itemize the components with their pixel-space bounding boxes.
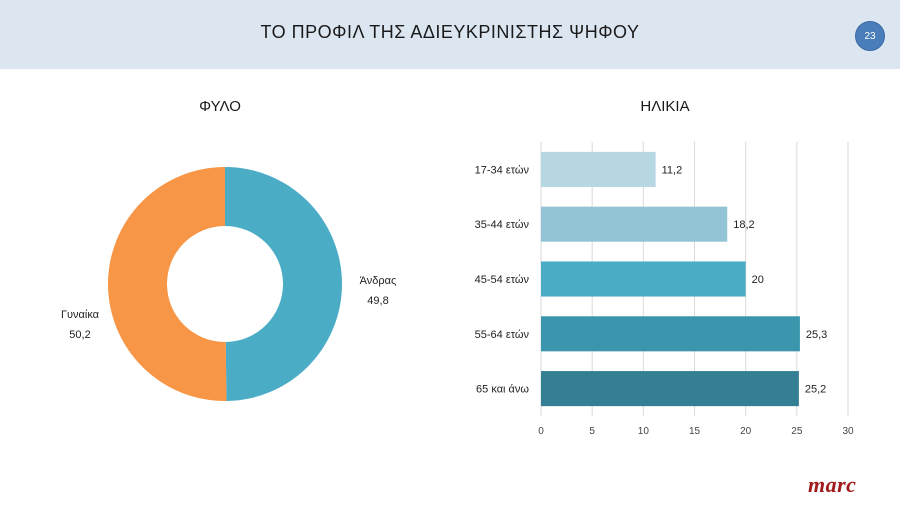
header-bar: ΤΟ ΠΡΟΦΙΛ ΤΗΣ ΑΔΙΕΥΚΡΙΝΙΣΤΗΣ ΨΗΦΟΥ 23 xyxy=(0,0,900,69)
x-tick-label: 20 xyxy=(740,426,752,437)
bar xyxy=(541,316,800,352)
x-tick-label: 5 xyxy=(589,426,595,437)
category-label: 17-34 ετών xyxy=(475,164,530,176)
bar-value-label: 11,2 xyxy=(662,164,683,176)
bar-value-label: 25,2 xyxy=(805,384,826,396)
page-number-badge: 23 xyxy=(855,21,885,51)
x-tick-label: 0 xyxy=(538,426,544,437)
category-label: 45-54 ετών xyxy=(475,274,530,286)
pie-slice-value-label: 49,8 xyxy=(367,295,388,307)
x-tick-label: 30 xyxy=(842,426,854,437)
age-chart-title: ΗΛΙΚΙΑ xyxy=(640,98,690,115)
bar xyxy=(541,151,656,187)
pie-slice-female xyxy=(108,167,227,401)
marc-logo: marc xyxy=(808,472,857,497)
category-label: 35-44 ετών xyxy=(475,219,530,231)
pie-slice-male xyxy=(225,167,343,401)
bar-value-label: 20 xyxy=(752,274,764,286)
bar xyxy=(541,206,728,242)
x-tick-label: 15 xyxy=(689,426,701,437)
bar xyxy=(541,371,799,407)
x-tick-label: 25 xyxy=(791,426,803,437)
pie-slice-value-label: 50,2 xyxy=(69,329,90,341)
gender-chart-title: ΦΥΛΟ xyxy=(199,98,241,115)
bar-value-label: 25,3 xyxy=(806,329,827,341)
page-title: ΤΟ ΠΡΟΦΙΛ ΤΗΣ ΑΔΙΕΥΚΡΙΝΙΣΤΗΣ ΨΗΦΟΥ xyxy=(260,22,640,42)
category-label: 65 και άνω xyxy=(476,384,529,396)
x-tick-label: 10 xyxy=(638,426,650,437)
pie-slice-label: Γυναίκα xyxy=(61,309,100,321)
pie-slice-label: Άνδρας xyxy=(360,275,397,287)
bar-value-label: 18,2 xyxy=(733,219,754,231)
category-label: 55-64 ετών xyxy=(475,329,530,341)
bar xyxy=(541,261,746,297)
